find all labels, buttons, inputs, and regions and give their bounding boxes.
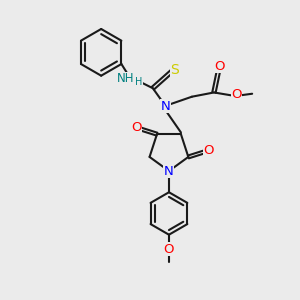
Text: O: O — [164, 243, 174, 256]
Text: S: S — [170, 62, 179, 76]
Text: O: O — [231, 88, 242, 101]
Text: NH: NH — [117, 72, 134, 86]
Text: N: N — [161, 100, 170, 112]
Text: H: H — [135, 77, 142, 87]
Text: O: O — [203, 144, 214, 157]
Text: O: O — [215, 60, 225, 73]
Text: N: N — [164, 164, 174, 178]
Text: O: O — [131, 121, 142, 134]
